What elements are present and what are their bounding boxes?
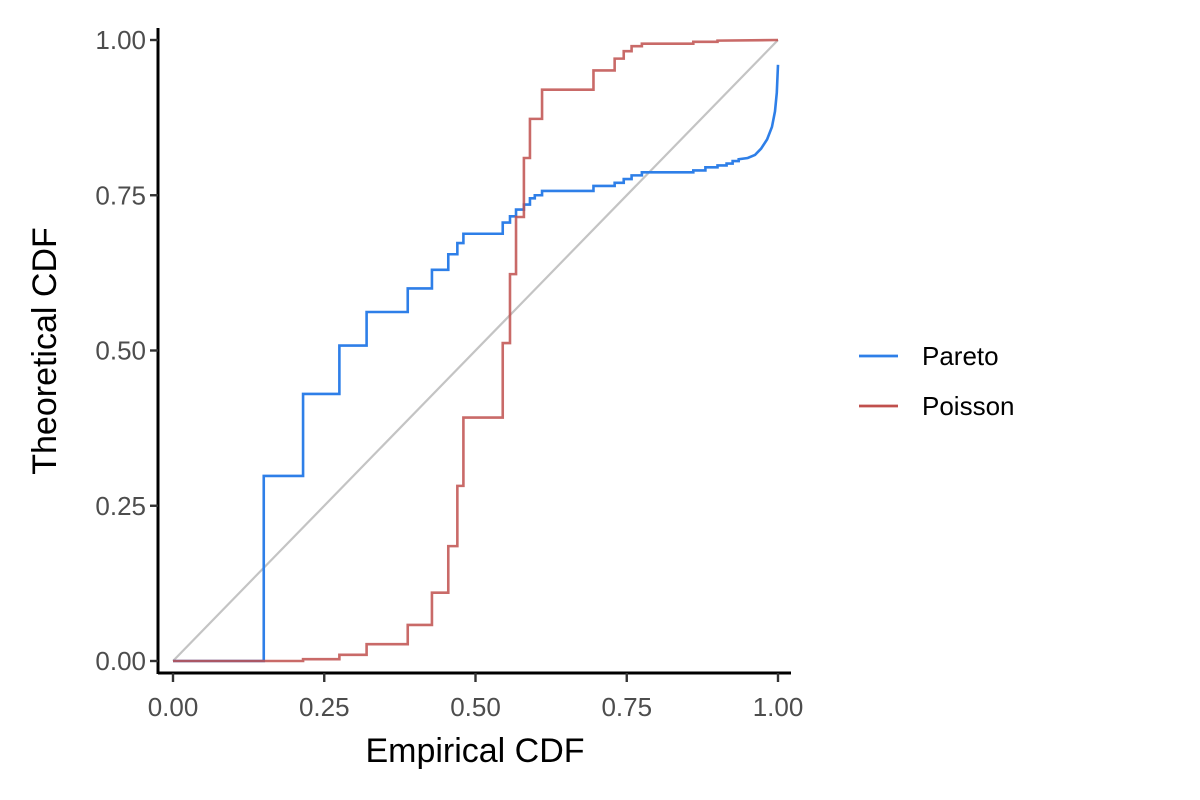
x-axis-title: Empirical CDF: [365, 732, 584, 770]
y-tick-label: 0.75: [95, 180, 146, 210]
y-tick-label: 1.00: [95, 25, 146, 55]
legend-label-poisson: Poisson: [922, 391, 1015, 421]
series-line-poisson: [173, 38, 779, 663]
y-axis-title: Theoretical CDF: [26, 227, 64, 475]
x-tick-label: 0.25: [299, 692, 350, 722]
y-tick-label: 0.50: [95, 336, 146, 366]
ticks: 0.00 0.25 0.50 0.75 1.00 0.00 0.25 0.50 0.75 1.00: [95, 25, 803, 722]
x-tick-label: 0.00: [148, 692, 199, 722]
x-tick-label: 0.50: [450, 692, 501, 722]
x-tick-label: 0.75: [601, 692, 652, 722]
series-line-pareto: [173, 64, 780, 663]
x-tick-label: 1.00: [753, 692, 804, 722]
legend: Pareto Poisson: [859, 341, 1015, 421]
legend-label-pareto: Pareto: [922, 341, 999, 371]
reference-line: [172, 39, 779, 662]
plot-area: [172, 38, 780, 663]
y-tick-label: 0.00: [95, 646, 146, 676]
y-tick-label: 0.25: [95, 491, 146, 521]
